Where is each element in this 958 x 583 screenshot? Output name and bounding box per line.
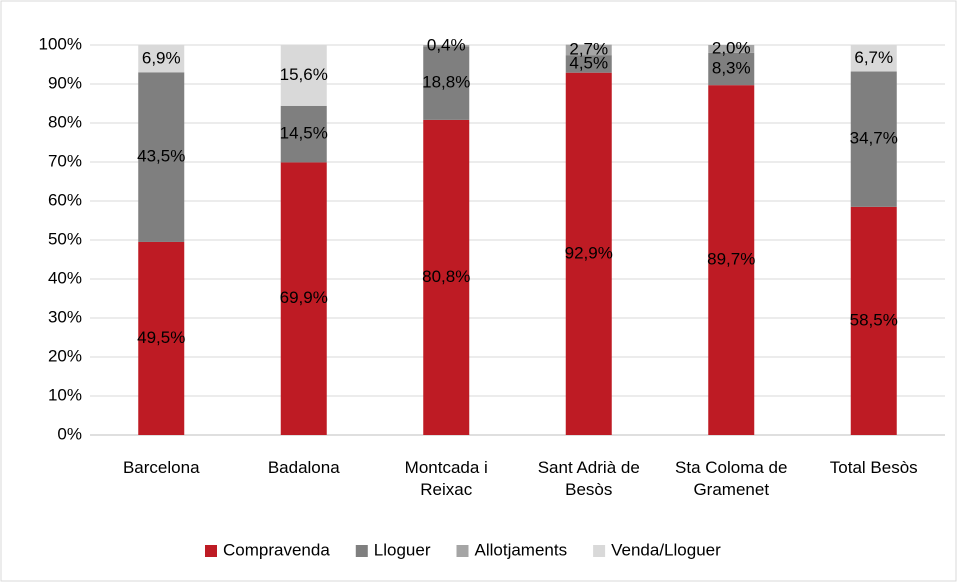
y-tick-label: 100%	[39, 34, 82, 53]
data-label: 80,8%	[422, 267, 470, 286]
bar-segment	[423, 46, 470, 120]
x-tick-label: Sant Adrià de Besòs	[537, 458, 640, 499]
y-tick-label: 90%	[48, 73, 82, 92]
legend-swatch	[593, 545, 606, 557]
data-label: 4,5%	[569, 53, 608, 72]
data-label: 2,0%	[712, 38, 751, 57]
bar-segment	[423, 119, 470, 435]
data-label: 49,5%	[137, 328, 185, 347]
bar-segment	[280, 105, 327, 163]
y-tick-label: 50%	[48, 229, 82, 248]
data-label: 6,9%	[142, 48, 181, 67]
bar-segment	[138, 45, 185, 73]
x-tick-label: Badalona	[267, 458, 340, 477]
y-tick-label: 30%	[48, 307, 82, 326]
bar-segment	[565, 72, 612, 435]
data-label: 89,7%	[707, 250, 755, 269]
y-tick-label: 10%	[48, 385, 82, 404]
data-label: 69,9%	[280, 288, 328, 307]
y-tick-label: 70%	[48, 151, 82, 170]
x-tick-label: Sta Coloma de Gramenet	[675, 458, 788, 499]
x-tick-label: Montcada i Reixac	[404, 458, 488, 499]
legend-swatch	[456, 545, 469, 557]
y-tick-label: 20%	[48, 346, 82, 365]
y-tick-label: 0%	[57, 424, 82, 443]
x-tick-label: Total Besòs	[829, 458, 918, 477]
x-tick-label: Barcelona	[122, 458, 200, 477]
data-label: 14,5%	[280, 124, 328, 143]
bar-segment	[138, 72, 185, 242]
data-label: 18,8%	[422, 73, 470, 92]
bar-segment	[423, 45, 470, 47]
bar-segment	[850, 206, 897, 435]
data-label: 6,7%	[854, 48, 893, 67]
y-tick-label: 60%	[48, 190, 82, 209]
legend-label: Allotjaments	[475, 540, 568, 559]
data-label: 0,4%	[427, 35, 466, 54]
bar-segment	[850, 71, 897, 207]
bar-segment	[708, 52, 755, 86]
legend-label: Compravenda	[223, 540, 330, 559]
bar-segment	[565, 55, 612, 73]
y-tick-label: 40%	[48, 268, 82, 287]
bar-segment	[708, 45, 755, 53]
legend-label: Lloguer	[374, 540, 431, 559]
data-label: 43,5%	[137, 147, 185, 166]
data-label: 8,3%	[712, 58, 751, 77]
data-label: 15,6%	[280, 65, 328, 84]
legend-label: Venda/Lloguer	[611, 540, 721, 559]
y-tick-label: 80%	[48, 112, 82, 131]
bar-segment	[280, 162, 327, 435]
data-label: 2,7%	[569, 39, 608, 58]
bar-segment	[280, 45, 327, 106]
legend-swatch	[355, 545, 368, 557]
bar-segment	[708, 85, 755, 436]
bar-segment	[850, 45, 897, 72]
data-label: 34,7%	[850, 129, 898, 148]
data-label: 92,9%	[565, 243, 613, 262]
bar-segment	[138, 241, 185, 435]
legend-swatch	[205, 545, 217, 557]
data-label: 58,5%	[850, 310, 898, 329]
bar-segment	[565, 44, 612, 56]
